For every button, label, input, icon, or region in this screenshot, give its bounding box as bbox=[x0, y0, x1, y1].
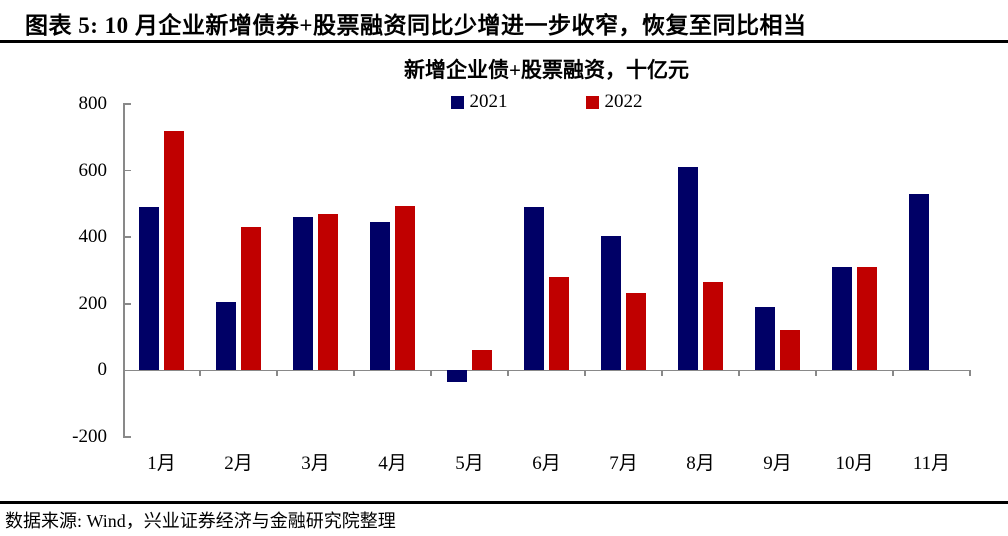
x-tick bbox=[584, 370, 586, 377]
bar-2022-8月 bbox=[703, 282, 723, 371]
bar-2021-5月 bbox=[447, 370, 467, 383]
y-tick-label: 200 bbox=[78, 292, 108, 314]
y-tick-label: 800 bbox=[78, 93, 108, 114]
legend-label: 2021 bbox=[469, 91, 508, 112]
bar-2021-9月 bbox=[755, 307, 775, 371]
bar-2021-8月 bbox=[678, 167, 698, 371]
bar-2021-7月 bbox=[601, 235, 621, 371]
x-tick-label: 2月 bbox=[224, 453, 253, 474]
y-tick bbox=[123, 103, 131, 105]
y-tick bbox=[123, 236, 131, 238]
bar-2021-2月 bbox=[216, 302, 236, 371]
x-tick-label: 3月 bbox=[301, 453, 330, 474]
y-tick-label: 0 bbox=[97, 359, 108, 381]
x-tick-label: 1月 bbox=[147, 453, 176, 474]
bar-2022-5月 bbox=[472, 350, 492, 371]
y-tick-label: 600 bbox=[78, 159, 108, 181]
x-tick bbox=[353, 370, 355, 377]
bar-2022-4月 bbox=[395, 205, 415, 371]
bar-2021-6月 bbox=[524, 207, 544, 371]
x-tick-label: 6月 bbox=[532, 453, 561, 474]
bar-2021-11月 bbox=[909, 193, 929, 371]
legend-swatch-icon bbox=[450, 95, 464, 109]
x-tick bbox=[430, 370, 432, 377]
y-axis-line bbox=[123, 104, 125, 437]
bar-2021-1月 bbox=[139, 207, 159, 371]
x-tick bbox=[507, 370, 509, 377]
x-tick bbox=[892, 370, 894, 377]
legend-swatch-icon bbox=[585, 95, 599, 109]
bar-2021-3月 bbox=[293, 217, 313, 371]
data-source: 数据来源: Wind，兴业证券经济与金融研究院整理 bbox=[5, 511, 396, 531]
footer-rule bbox=[0, 501, 1008, 504]
x-tick bbox=[969, 370, 971, 377]
x-tick-label: 4月 bbox=[378, 453, 407, 474]
x-tick-label: 9月 bbox=[763, 453, 792, 474]
bar-2022-2月 bbox=[241, 227, 261, 371]
x-tick bbox=[738, 370, 740, 377]
bar-2022-1月 bbox=[164, 130, 184, 371]
y-tick bbox=[123, 303, 131, 305]
x-tick bbox=[815, 370, 817, 377]
bar-2022-3月 bbox=[318, 213, 338, 371]
bar-2021-10月 bbox=[832, 267, 852, 371]
y-tick bbox=[123, 169, 131, 172]
figure-title: 图表 5: 10 月企业新增债券+股票融资同比少增进一步收窄，恢复至同比相当 bbox=[25, 13, 807, 38]
bar-2022-6月 bbox=[549, 277, 569, 371]
x-tick-label: 8月 bbox=[686, 453, 715, 474]
x-tick-label: 7月 bbox=[609, 453, 638, 474]
chart-title: 新增企业债+股票融资，十亿元 bbox=[404, 58, 689, 82]
y-tick-label: -200 bbox=[72, 426, 107, 447]
x-tick bbox=[276, 370, 278, 377]
bar-2022-9月 bbox=[780, 330, 800, 371]
bar-2022-10月 bbox=[857, 266, 877, 371]
header-rule bbox=[0, 40, 1008, 43]
bar-2021-4月 bbox=[370, 222, 390, 371]
legend-item-2021: 2021 bbox=[450, 91, 508, 113]
x-tick bbox=[199, 370, 201, 377]
y-tick-label: 400 bbox=[78, 226, 108, 248]
x-tick-label: 5月 bbox=[455, 453, 484, 474]
legend-item-2022: 2022 bbox=[585, 91, 643, 113]
chart-legend: 2021 2022 bbox=[123, 91, 970, 113]
x-tick-label: 10月 bbox=[835, 453, 874, 474]
x-axis-line bbox=[123, 369, 970, 372]
bar-2022-7月 bbox=[626, 293, 646, 371]
y-tick bbox=[123, 436, 131, 438]
legend-label: 2022 bbox=[604, 91, 643, 112]
x-tick-label: 11月 bbox=[912, 453, 951, 474]
x-tick bbox=[661, 370, 663, 377]
